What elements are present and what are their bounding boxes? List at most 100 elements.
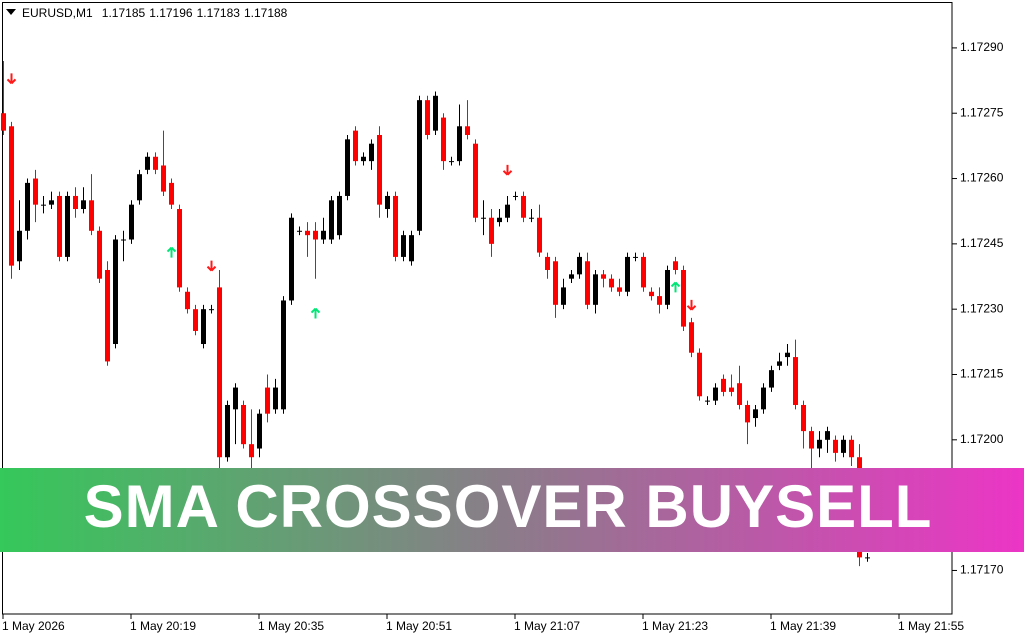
- candle-body: [281, 300, 286, 410]
- candle-body: [265, 387, 270, 414]
- candle-body: [625, 256, 630, 292]
- candle-body: [657, 296, 662, 305]
- candle-body: [305, 230, 310, 236]
- candle-body: [161, 165, 166, 192]
- x-tick-label: 1 May 21:55: [898, 619, 964, 633]
- candle-body: [545, 256, 550, 270]
- header-value: 1.17183: [197, 6, 241, 20]
- candle-body: [105, 269, 110, 362]
- candle-body: [385, 195, 390, 210]
- candle-body: [241, 404, 246, 445]
- candle-body: [665, 269, 670, 305]
- candle-body: [353, 130, 358, 162]
- candle-body: [585, 261, 590, 305]
- symbol: EURUSD,M1: [22, 6, 93, 20]
- candle-body: [633, 256, 638, 258]
- candle-body: [553, 261, 558, 305]
- candle-body: [617, 287, 622, 292]
- candle-body: [577, 256, 582, 275]
- candle-body: [841, 439, 846, 453]
- candle-body: [249, 444, 254, 458]
- candle-body: [561, 287, 566, 305]
- candle-body: [257, 413, 262, 449]
- x-tick-label: 1 May 2026: [2, 619, 65, 633]
- candle-body: [369, 143, 374, 162]
- candle-body: [833, 439, 838, 453]
- candle-body: [641, 256, 646, 288]
- header-value: 1.17188: [244, 6, 288, 20]
- y-tick-label: 1.17200: [960, 432, 1004, 446]
- candle-body: [401, 235, 406, 257]
- candle-body: [289, 217, 294, 301]
- sell-arrow: [206, 260, 217, 272]
- candle-body: [473, 143, 478, 218]
- sell-arrow: [6, 73, 17, 85]
- candle-body: [89, 200, 94, 231]
- candle-body: [273, 387, 278, 410]
- candle-body: [65, 195, 70, 257]
- candle-body: [649, 291, 654, 297]
- candle-body: [817, 439, 822, 449]
- candle-body: [73, 195, 78, 210]
- sell-arrow: [686, 299, 697, 311]
- candle-body: [537, 217, 542, 253]
- y-tick-label: 1.17230: [960, 301, 1004, 315]
- candle-body: [9, 126, 14, 266]
- candle-body: [769, 370, 774, 388]
- candle-body: [697, 352, 702, 397]
- buy-arrow: [310, 307, 321, 319]
- candle-body: [25, 182, 30, 231]
- candle-body: [705, 400, 710, 402]
- y-tick-label: 1.17215: [960, 367, 1004, 381]
- candle-body: [825, 431, 830, 440]
- candle-body: [457, 126, 462, 162]
- candle-body: [313, 230, 318, 240]
- candle-body: [153, 156, 158, 170]
- header: EURUSD,M1 1.17185 1.17196 1.17183 1.17188: [22, 6, 288, 20]
- candle-body: [169, 182, 174, 205]
- y-tick-label: 1.17245: [960, 236, 1004, 250]
- candle-body: [145, 156, 150, 170]
- candle-body: [57, 195, 62, 257]
- candle-body: [361, 156, 366, 162]
- candle-body: [233, 387, 238, 410]
- candle-body: [785, 352, 790, 358]
- candle-body: [809, 431, 814, 449]
- candle-body: [569, 274, 574, 279]
- candle-body: [729, 387, 734, 392]
- candle-body: [849, 439, 854, 458]
- x-tick-label: 1 May 21:39: [770, 619, 836, 633]
- candle-body: [433, 95, 438, 131]
- candle-body: [753, 409, 758, 419]
- header-value: 1.17185: [102, 6, 146, 20]
- candle-body: [761, 387, 766, 410]
- candle-body: [593, 274, 598, 305]
- candle-body: [409, 235, 414, 262]
- candle-body: [129, 204, 134, 240]
- candle-body: [721, 378, 726, 392]
- candle-body: [177, 209, 182, 288]
- candle-body: [449, 161, 454, 163]
- buy-arrow: [670, 281, 681, 293]
- banner-background: [0, 468, 1024, 552]
- header-value: 1.17196: [149, 6, 193, 20]
- y-tick-label: 1.17290: [960, 40, 1004, 54]
- menu-triangle: [6, 9, 16, 15]
- plot-frame: [2, 2, 953, 615]
- plot-area: 1.17290 1.17275 1.17260 1.17245 1.17230 1.172…: [1, 40, 1004, 633]
- candle-body: [505, 204, 510, 218]
- candle-body: [17, 230, 22, 262]
- candle-body: [217, 287, 222, 458]
- candle-body: [713, 387, 718, 401]
- candle-body: [601, 274, 606, 279]
- candle-body: [201, 309, 206, 345]
- x-tick-label: 1 May 21:07: [514, 619, 580, 633]
- candle-body: [425, 100, 430, 135]
- candle-body: [497, 217, 502, 223]
- candle-body: [137, 174, 142, 201]
- x-tick-label: 1 May 20:35: [258, 619, 324, 633]
- candle-body: [681, 269, 686, 327]
- candle-body: [185, 291, 190, 310]
- candle-body: [609, 278, 614, 288]
